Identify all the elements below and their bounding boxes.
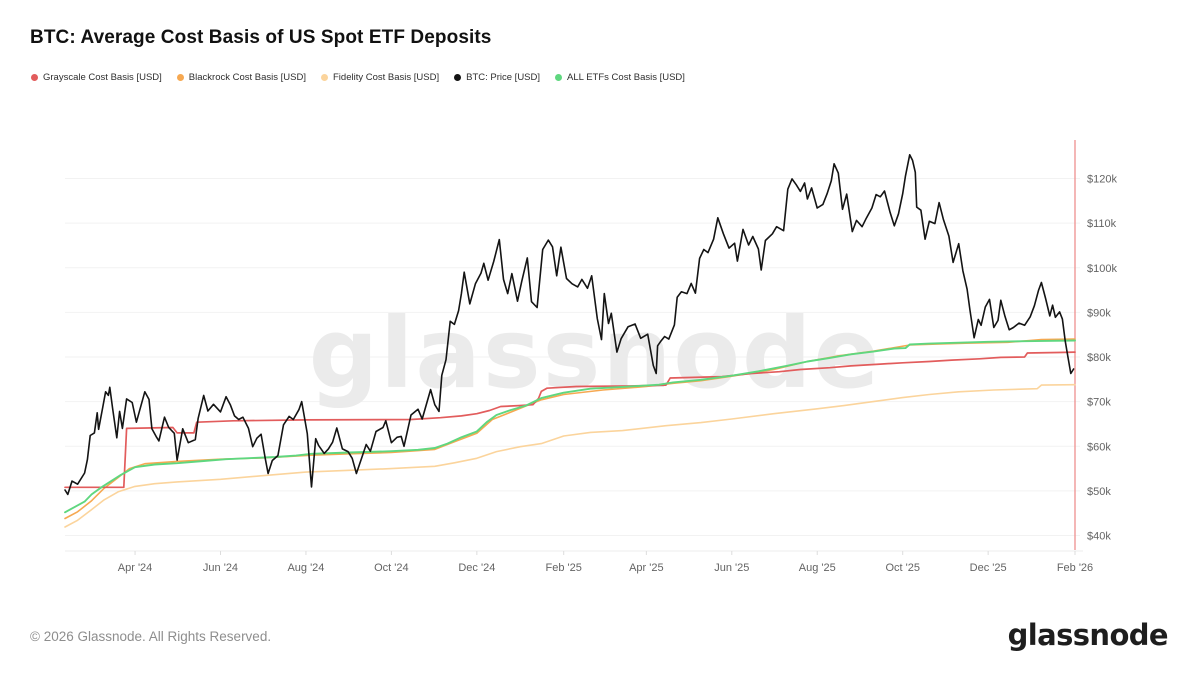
legend-item-blackrock-cost-basis-usd[interactable]: Blackrock Cost Basis [USD] [176,72,306,83]
y-axis-label: $60k [1087,441,1111,453]
series-line-fidelity-cost-basis-usd [64,383,1076,528]
legend-item-all-etfs-cost-basis-usd[interactable]: ALL ETFs Cost Basis [USD] [555,72,685,83]
legend-label: Fidelity Cost Basis [USD] [333,72,440,83]
x-axis-label: Feb '25 [546,562,582,574]
x-axis-label: Jun '24 [203,562,238,574]
legend-dot-icon [31,74,38,81]
legend-item-btc-price-usd[interactable]: BTC: Price [USD] [454,72,540,83]
series-line-btc-price-usd [64,154,1075,496]
legend-dot-icon [321,74,328,81]
page-title: BTC: Average Cost Basis of US Spot ETF D… [30,27,492,48]
series-line-grayscale-cost-basis-usd [64,351,1076,489]
y-axis-label: $100k [1087,263,1117,275]
x-axis-label: Jun '25 [714,562,749,574]
legend-dot-icon [176,74,184,81]
y-axis-label: $90k [1087,307,1111,319]
legend-item-grayscale-cost-basis-usd[interactable]: Grayscale Cost Basis [USD] [31,72,162,83]
glassnode-logo: glassnode [1007,618,1169,652]
y-axis-label: $50k [1087,486,1111,498]
legend-label: BTC: Price [USD] [466,72,541,83]
x-axis-label: Dec '24 [458,562,495,574]
x-axis-label: Aug '24 [287,562,324,574]
chart-legend: Grayscale Cost Basis [USD] Blackrock Cost… [31,72,685,83]
watermark-text: glassnode [309,297,882,410]
x-axis-label: Feb '26 [1057,562,1093,574]
x-axis-label: Apr '25 [629,562,664,574]
x-axis-label: Oct '25 [885,562,920,574]
legend-label: Grayscale Cost Basis [USD] [43,72,162,83]
y-axis-label: $80k [1087,352,1111,364]
copyright-text: © 2026 Glassnode. All Rights Reserved. [30,629,272,644]
y-axis-label: $70k [1087,397,1111,409]
x-axis-label: Aug '25 [799,562,836,574]
y-axis-label: $120k [1087,174,1117,186]
y-axis-label: $110k [1087,218,1117,230]
legend-label: ALL ETFs Cost Basis [USD] [567,72,685,83]
legend-item-fidelity-cost-basis-usd[interactable]: Fidelity Cost Basis [USD] [321,72,439,83]
legend-dot-icon [555,74,563,81]
x-axis-label: Apr '24 [118,562,153,574]
x-axis-label: Oct '24 [374,562,409,574]
legend-dot-icon [454,74,462,81]
legend-label: Blackrock Cost Basis [USD] [188,72,306,83]
series-line-all-etfs-cost-basis-usd [64,339,1076,514]
x-axis-label: Dec '25 [970,562,1007,574]
y-axis-label: $40k [1087,531,1111,543]
